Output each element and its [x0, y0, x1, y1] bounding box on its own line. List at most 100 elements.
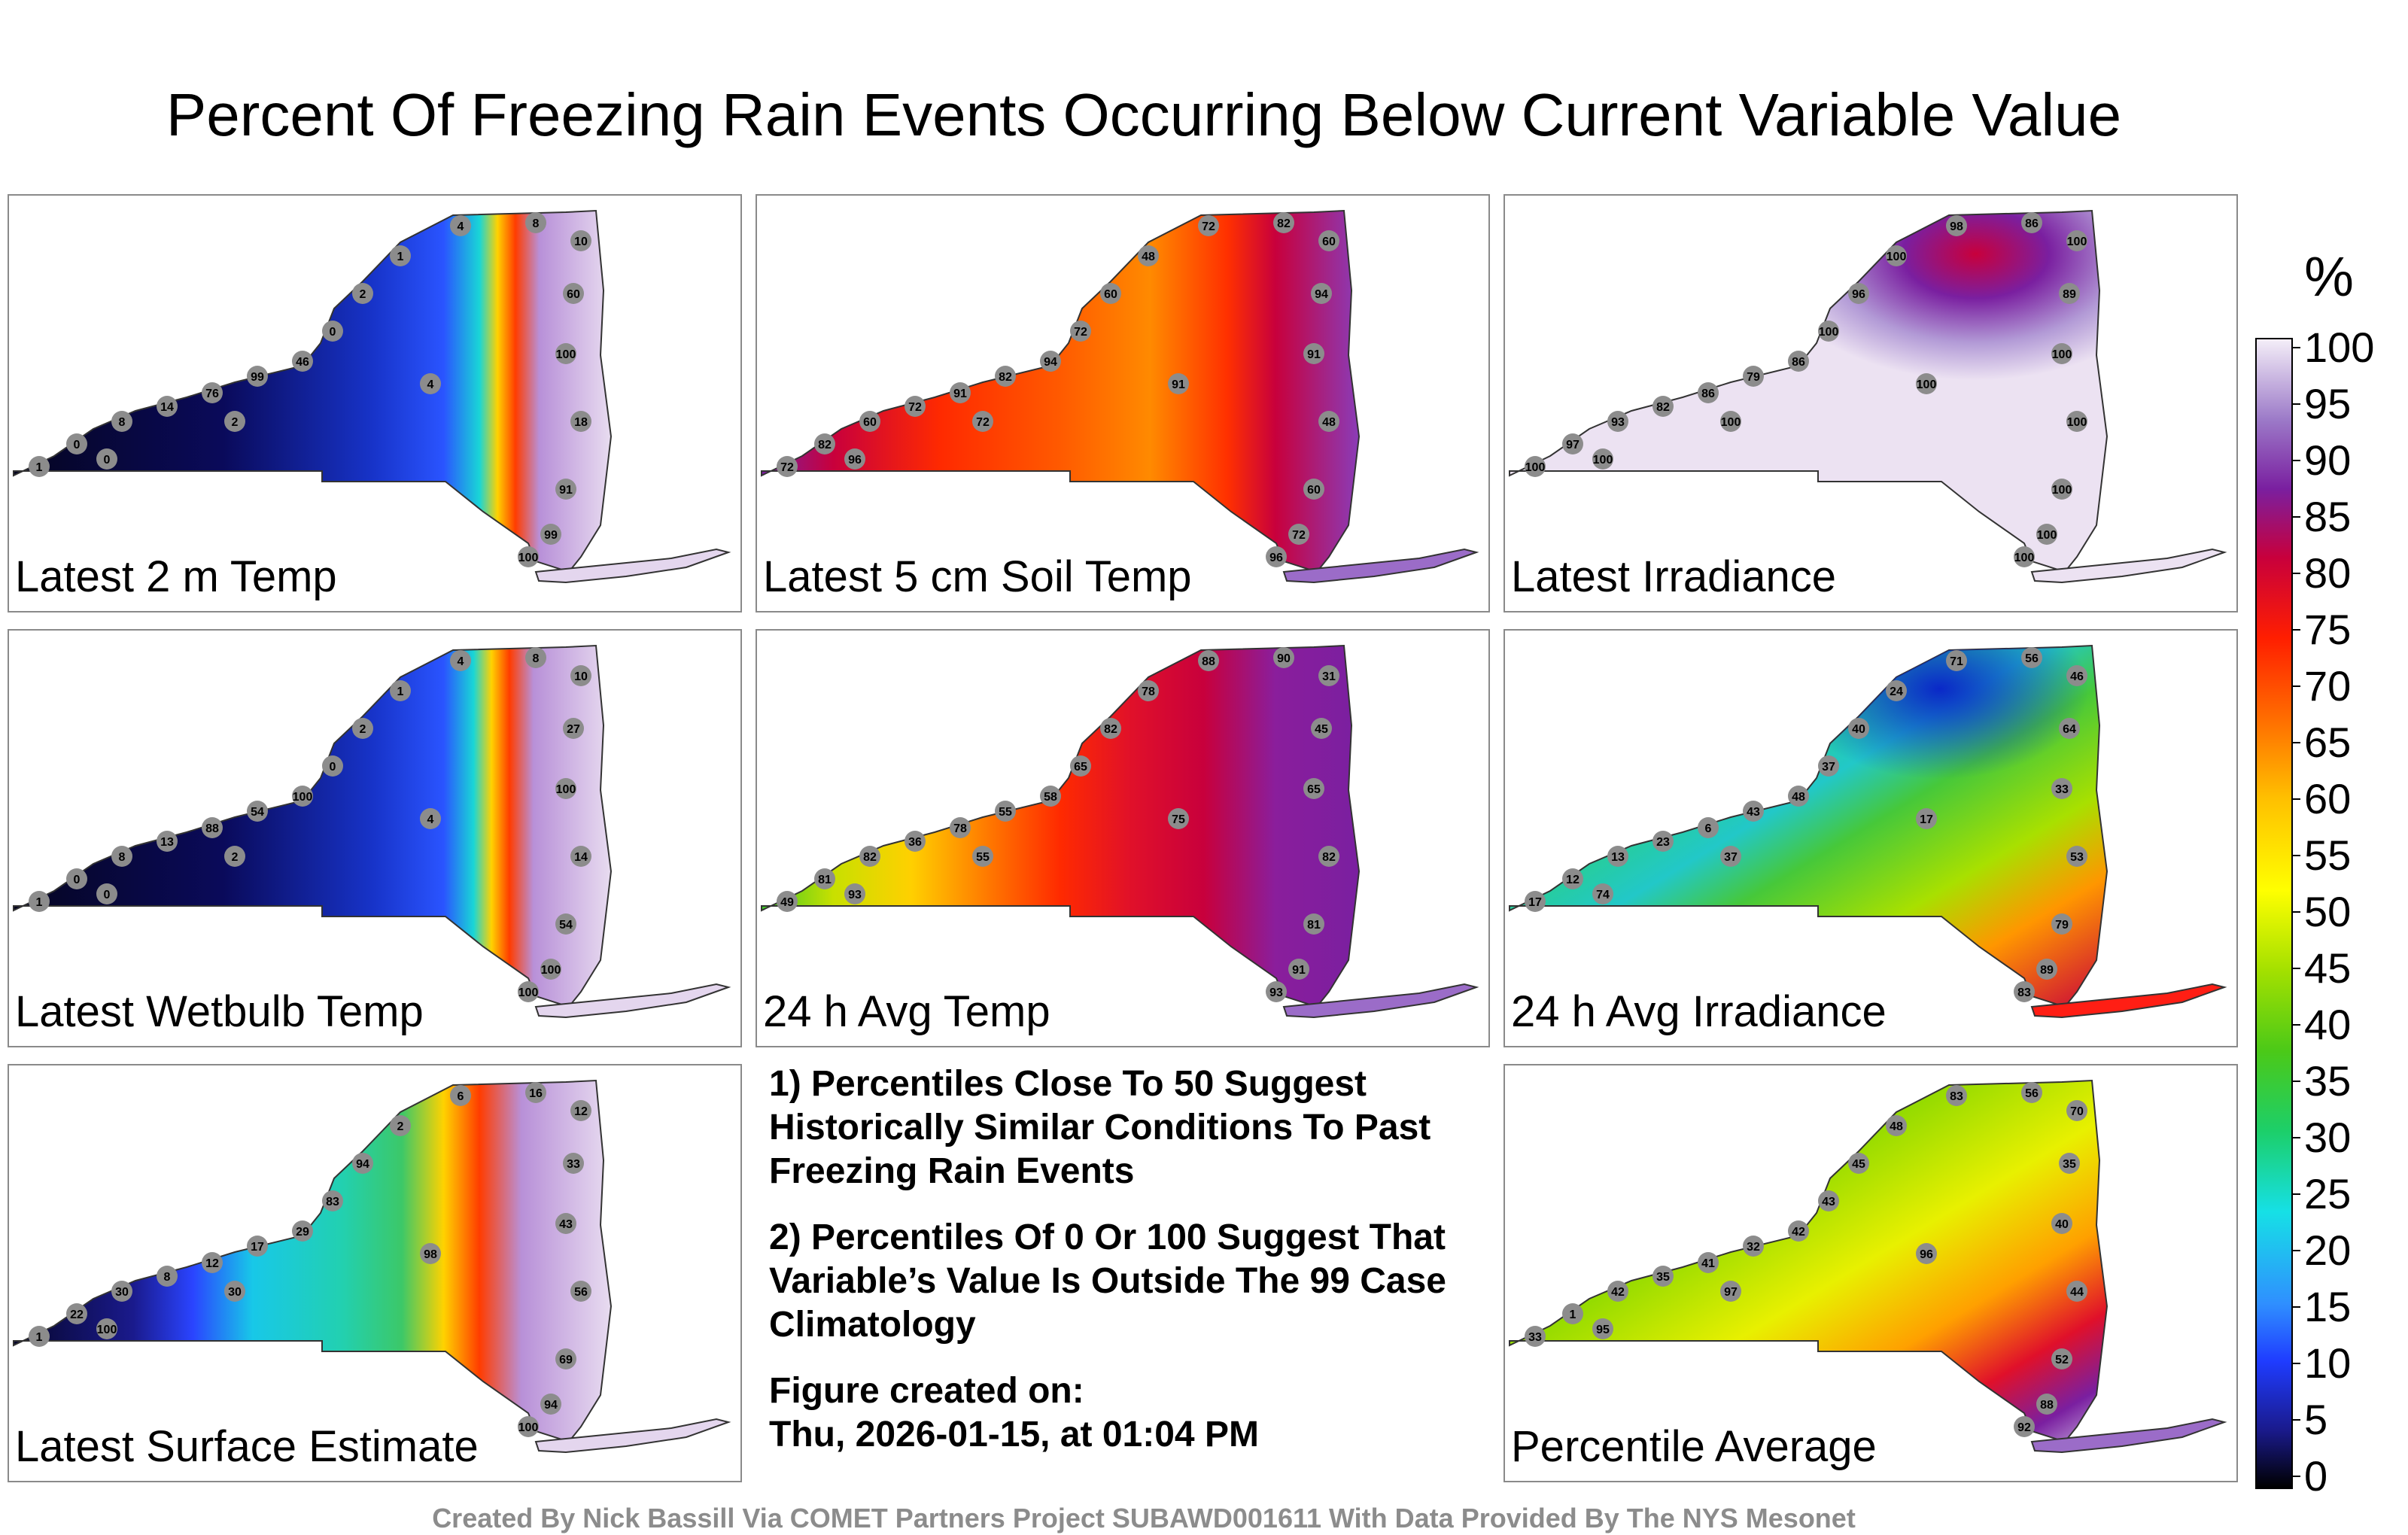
colorbar-tick-label: 80 — [2304, 549, 2352, 597]
colorbar-tick-mark — [2293, 911, 2300, 913]
station-marker: 0 — [96, 448, 117, 470]
station-marker: 12 — [570, 1100, 591, 1121]
station-dot — [247, 366, 268, 387]
station-marker: 90 — [1273, 647, 1294, 668]
station-value: 52 — [2055, 1354, 2069, 1366]
panel-label: Latest Surface Estimate — [15, 1422, 479, 1471]
colorbar-tick-mark — [2293, 742, 2300, 743]
station-value: 96 — [1852, 288, 1865, 301]
station-value: 91 — [1307, 348, 1321, 361]
station-value: 97 — [1566, 439, 1579, 451]
station-dot — [1040, 351, 1061, 372]
station-value: 0 — [330, 326, 336, 339]
station-dot — [518, 546, 539, 567]
map-panel-24h-avg-temp: 49 81 82 36 78 55 58 65 82 78 88 90 31 45 65 82 81 91 93 93… — [756, 629, 1490, 1047]
station-marker: 30 — [111, 1281, 132, 1302]
station-dot — [1788, 351, 1809, 372]
colorbar-tick-label: 50 — [2304, 888, 2352, 935]
station-marker: 53 — [2066, 846, 2087, 867]
colorbar-tick-mark — [2293, 1306, 2300, 1308]
station-marker: 65 — [1303, 778, 1324, 799]
station-dot — [1818, 755, 1839, 777]
station-dot — [859, 846, 880, 867]
station-marker: 23 — [1652, 831, 1674, 852]
station-marker: 27 — [563, 718, 584, 739]
station-marker: 78 — [950, 817, 971, 838]
station-dot — [563, 718, 584, 739]
station-value: 86 — [1701, 388, 1715, 400]
station-dot — [777, 456, 798, 477]
station-marker: 100 — [555, 343, 576, 364]
station-value: 40 — [2055, 1218, 2069, 1231]
station-marker: 97 — [1562, 433, 1583, 454]
station-dot — [905, 396, 926, 417]
station-dot — [111, 1281, 132, 1302]
station-dot — [540, 524, 561, 545]
colorbar-unit: % — [2304, 245, 2354, 308]
station-marker: 83 — [1946, 1085, 1967, 1106]
station-value: 40 — [1852, 723, 1865, 736]
station-marker: 40 — [1848, 718, 1869, 739]
long-island-shape — [534, 983, 731, 1019]
station-dot — [1946, 215, 1967, 236]
station-marker: 100 — [1525, 456, 1546, 477]
station-dot — [2066, 665, 2087, 686]
station-dot — [1743, 1236, 1764, 1257]
station-marker: 96 — [1848, 283, 1869, 304]
ny-state-shape — [13, 644, 613, 1008]
station-marker: 2 — [352, 283, 373, 304]
station-dot — [2051, 1348, 2072, 1369]
station-value: 97 — [1724, 1286, 1738, 1299]
station-dot — [1946, 1085, 1967, 1106]
map-panel-percentile-average: 33 1 42 35 41 32 42 43 45 48 83 56 70 35 40 44 52 88 92 95 9… — [1503, 1064, 2238, 1482]
station-value: 99 — [544, 529, 558, 542]
station-value: 55 — [976, 851, 990, 864]
station-marker: 94 — [540, 1394, 561, 1415]
station-dot — [66, 1303, 87, 1324]
station-dot — [1198, 215, 1219, 236]
station-value: 83 — [326, 1196, 339, 1208]
station-dot — [1266, 981, 1287, 1002]
colorbar-tick-mark — [2293, 573, 2300, 574]
station-value: 100 — [518, 986, 539, 999]
station-value: 82 — [1322, 851, 1336, 864]
station-value: 100 — [518, 552, 539, 564]
station-dot — [1848, 283, 1869, 304]
station-dot — [950, 382, 971, 403]
station-marker: 98 — [420, 1243, 441, 1264]
station-value: 16 — [529, 1087, 543, 1100]
station-dot — [352, 718, 373, 739]
station-dot — [1525, 891, 1546, 912]
station-value: 72 — [1292, 529, 1306, 542]
station-dot — [224, 846, 245, 867]
station-dot — [1100, 718, 1121, 739]
station-dot — [570, 846, 591, 867]
station-dot — [844, 448, 865, 470]
station-value: 98 — [1950, 220, 1963, 233]
station-marker: 86 — [1698, 382, 1719, 403]
station-dot — [525, 1082, 546, 1103]
station-marker: 1 — [390, 245, 411, 266]
station-marker: 72 — [972, 411, 993, 432]
station-dot — [570, 411, 591, 432]
colorbar-tick-label: 20 — [2304, 1226, 2352, 1274]
station-value: 56 — [2025, 1087, 2039, 1100]
station-marker: 100 — [1720, 411, 1741, 432]
station-dot — [1743, 801, 1764, 822]
station-marker: 8 — [157, 1266, 178, 1287]
station-marker: 48 — [1318, 411, 1339, 432]
station-value: 30 — [115, 1286, 129, 1299]
station-dot — [1303, 479, 1324, 500]
station-marker: 2 — [224, 846, 245, 867]
station-value: 90 — [1277, 652, 1291, 665]
station-value: 82 — [1656, 401, 1670, 414]
station-value: 1 — [36, 461, 43, 474]
station-marker: 42 — [1788, 1220, 1809, 1242]
station-value: 91 — [559, 484, 573, 497]
colorbar-tick-mark — [2293, 1476, 2300, 1477]
station-marker: 4 — [450, 215, 471, 236]
station-marker: 56 — [570, 1281, 591, 1302]
station-marker: 43 — [555, 1213, 576, 1234]
station-value: 4 — [427, 378, 434, 391]
